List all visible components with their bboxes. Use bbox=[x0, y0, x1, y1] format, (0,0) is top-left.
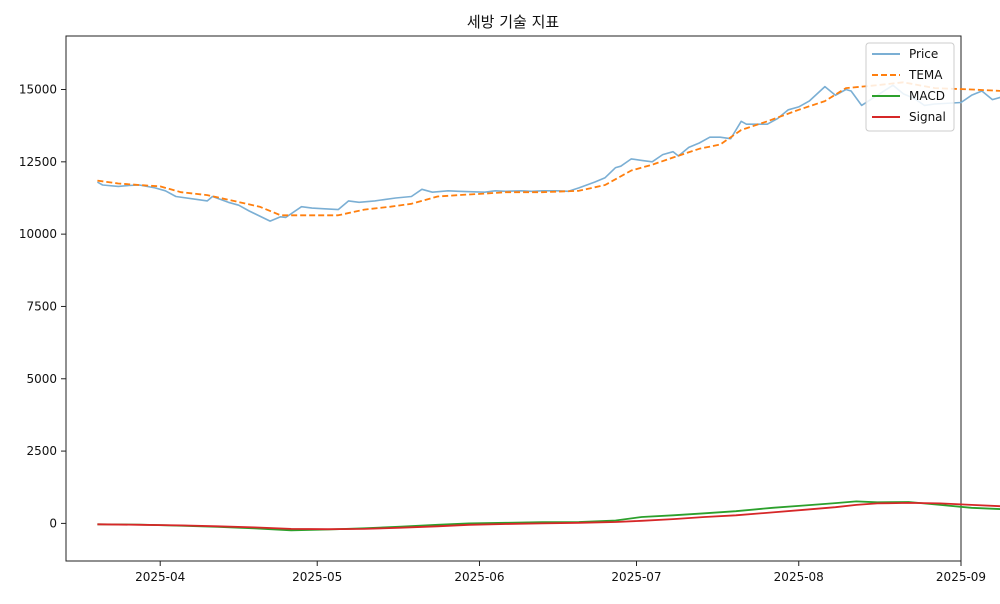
y-tick-label: 7500 bbox=[26, 299, 57, 313]
x-tick-label: 2025-08 bbox=[774, 570, 824, 584]
legend-label-price: Price bbox=[909, 47, 938, 61]
y-axis: 0 2500 5000 7500 10000 12500 15000 bbox=[19, 83, 66, 530]
y-tick-label: 10000 bbox=[19, 227, 57, 241]
y-tick-label: 0 bbox=[49, 516, 57, 530]
y-tick-label: 12500 bbox=[19, 155, 57, 169]
series-line-price bbox=[97, 84, 1000, 222]
series-line-signal bbox=[97, 501, 1000, 531]
x-tick-label: 2025-06 bbox=[454, 570, 504, 584]
y-tick-label: 5000 bbox=[26, 372, 57, 386]
x-axis: 2025-04 2025-05 2025-06 2025-07 2025-08 2025-… bbox=[135, 561, 986, 584]
legend-label-macd: MACD bbox=[909, 89, 945, 103]
legend-box bbox=[865, 42, 955, 132]
y-tick-label: 15000 bbox=[19, 83, 57, 97]
legend-label-tema: TEMA bbox=[908, 68, 943, 82]
series-line-tema bbox=[97, 81, 1000, 217]
chart-title: 세방 기술 지표 bbox=[467, 13, 560, 31]
x-tick-label: 2025-09 bbox=[936, 570, 986, 584]
legend-label-signal: Signal bbox=[909, 110, 946, 124]
series-layer bbox=[97, 81, 1000, 532]
x-tick-label: 2025-04 bbox=[135, 570, 185, 584]
y-tick-label: 2500 bbox=[26, 444, 57, 458]
plot-area bbox=[65, 35, 962, 562]
x-tick-label: 2025-05 bbox=[292, 570, 342, 584]
x-tick-label: 2025-07 bbox=[611, 570, 661, 584]
legend: Price TEMA MACD Signal bbox=[865, 42, 955, 132]
series-line-macd bbox=[97, 500, 1000, 532]
